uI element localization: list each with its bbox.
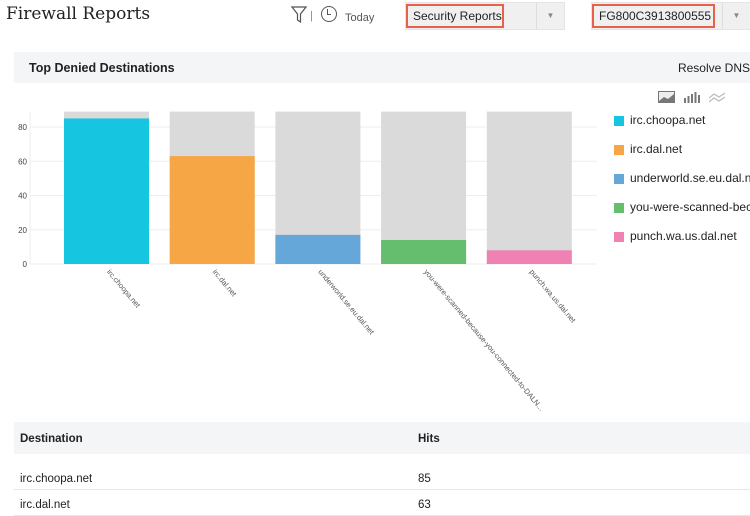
bar [275,234,361,264]
table-header: Destination Hits [14,422,750,454]
x-tick-label: irc.dal.net [211,268,239,299]
time-range[interactable]: Today [345,12,375,24]
bar [64,118,149,264]
device-select-value: FG800C3913800555 [592,4,715,28]
area-chart-icon[interactable] [658,91,675,103]
legend-label: punch.wa.us.dal.net [630,229,737,243]
bar [486,250,572,264]
legend-swatch [614,203,624,213]
x-tick-label: you-were-scanned-because-you-connected-t… [422,268,546,413]
x-tick-label: irc.choopa.net [105,268,143,311]
column-header-destination[interactable]: Destination [20,433,83,445]
destination-cell[interactable]: irc.choopa.net [20,473,93,485]
resolve-dns-link[interactable]: Resolve DNS [677,61,750,75]
y-tick-label: 0 [23,260,28,269]
chevron-down-icon[interactable]: ▼ [722,3,750,29]
x-tick-label: punch.wa.us.dal.net [528,268,578,326]
clock-icon[interactable] [321,6,337,22]
device-select[interactable]: FG800C3913800555 ▼ [591,2,750,30]
legend-swatch [614,174,624,184]
legend-swatch [614,145,624,155]
legend-label: irc.choopa.net [630,113,706,127]
bar [169,156,255,264]
legend-label: underworld.se.eu.dal.net [630,171,750,185]
panel-title: Top Denied Destinations [29,61,175,75]
y-tick-label: 20 [18,226,27,235]
table-row: irc.dal.net 63 [14,490,750,516]
y-tick-label: 80 [18,123,27,132]
x-tick-label: underworld.se.eu.dal.net [316,268,376,337]
bar-chart-icon[interactable] [684,91,700,103]
line-chart-icon[interactable] [709,91,725,103]
column-header-hits[interactable]: Hits [418,433,440,445]
bar-background [486,111,572,265]
legend-swatch [614,232,624,242]
hits-cell: 63 [418,499,431,511]
bar-chart: 0 20 40 60 80 irc.choopa.net irc.dal.net underw… [18,111,597,413]
panel-header: Top Denied Destinations Resolve DNS [14,52,750,83]
legend-swatch [614,116,624,126]
bar-background [381,111,467,265]
separator: | [310,10,313,22]
hits-cell: 85 [418,473,431,485]
legend-label: irc.dal.net [630,142,683,156]
table-row: irc.choopa.net 85 [14,464,750,490]
destination-cell[interactable]: irc.dal.net [20,499,70,511]
report-select-value: Security Reports [406,4,504,28]
filter-icon[interactable] [291,6,307,24]
y-tick-label: 60 [18,157,27,166]
legend-label: you-were-scanned-bec... [630,200,750,214]
y-tick-label: 40 [18,192,27,201]
page-title: Firewall Reports [6,4,151,24]
report-select[interactable]: Security Reports ▼ [405,2,565,30]
chevron-down-icon[interactable]: ▼ [536,3,564,29]
bar [381,240,467,264]
